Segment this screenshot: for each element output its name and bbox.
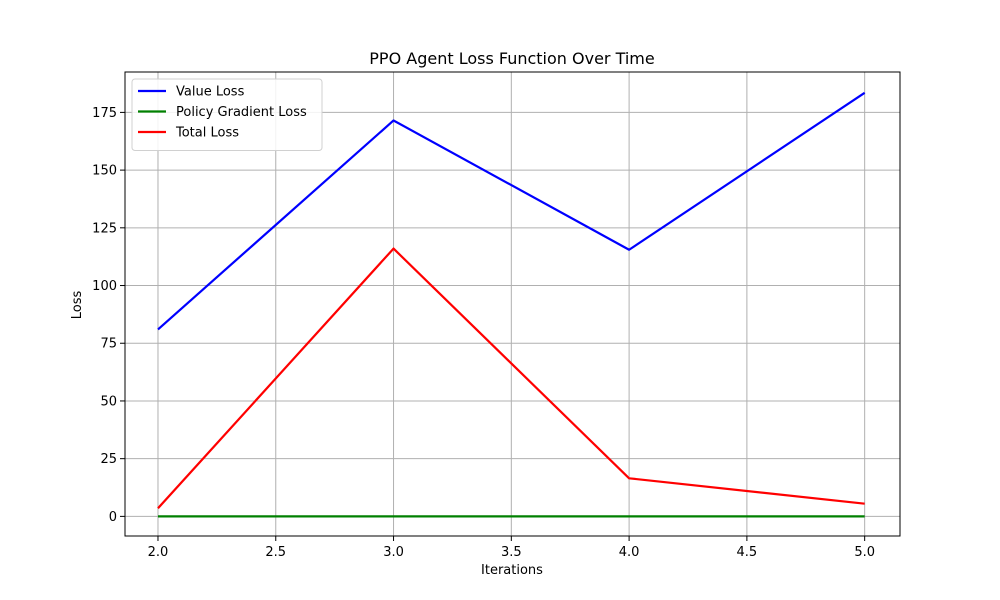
x-axis-ticks: 2.0 2.5 3.0 3.5 4.0 4.5 5.0: [148, 536, 875, 560]
x-tick-label: 3.0: [383, 545, 404, 560]
legend-label-policy-gradient-loss: Policy Gradient Loss: [176, 105, 307, 120]
grid-lines: [125, 72, 900, 536]
x-tick-label: 4.0: [619, 545, 640, 560]
series-lines: [157, 91, 866, 518]
series-line-total-loss: [157, 247, 865, 510]
chart-title: PPO Agent Loss Function Over Time: [369, 49, 654, 68]
y-tick-label: 0: [109, 510, 117, 525]
x-tick-label: 5.0: [854, 545, 875, 560]
y-tick-label: 25: [100, 452, 117, 467]
y-tick-label: 50: [100, 394, 117, 409]
y-tick-label: 125: [92, 221, 117, 236]
y-tick-label: 150: [92, 164, 117, 179]
x-axis-title: Iterations: [481, 563, 543, 578]
y-tick-label: 75: [100, 337, 117, 352]
y-tick-label: 100: [92, 279, 117, 294]
y-tick-label: 175: [92, 106, 117, 121]
x-tick-label: 3.5: [501, 545, 522, 560]
plot-area-frame: [124, 71, 901, 537]
legend-label-value-loss: Value Loss: [176, 85, 245, 100]
y-axis-ticks: 0 25 50 75 100 125 150 175: [92, 106, 125, 525]
legend: Value Loss Policy Gradient Loss Total Loss: [131, 78, 323, 151]
x-tick-label: 2.0: [148, 545, 169, 560]
x-tick-label: 4.5: [737, 545, 758, 560]
y-axis-title: Loss: [70, 291, 85, 320]
x-tick-label: 2.5: [265, 545, 286, 560]
legend-label-total-loss: Total Loss: [175, 126, 239, 141]
series-line-value-loss: [157, 91, 866, 331]
legend-box: [131, 78, 323, 151]
